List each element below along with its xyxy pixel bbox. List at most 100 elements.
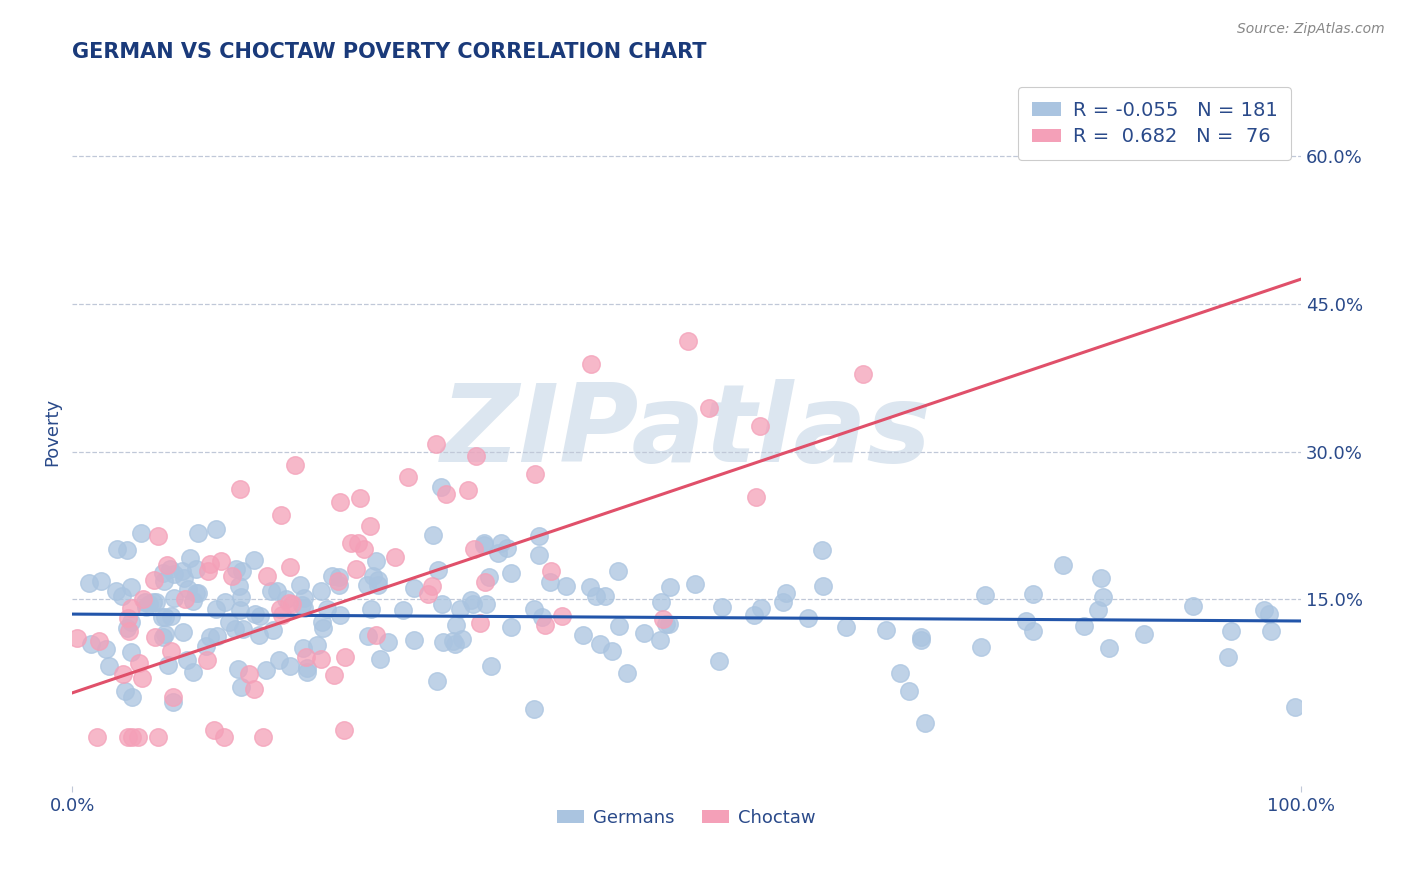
Point [152, 631, 174, 645]
Point [323, 668, 346, 682]
Point [105, 584, 128, 599]
Point [238, 666, 260, 681]
Point [501, 566, 523, 580]
Point [262, 623, 284, 637]
Point [181, 594, 204, 608]
Point [96, 641, 118, 656]
Point [195, 653, 218, 667]
Point [202, 723, 225, 737]
Point [115, 542, 138, 557]
Point [357, 629, 380, 643]
Text: ZIPatlas: ZIPatlas [441, 379, 932, 485]
Point [1284, 700, 1306, 714]
Point [224, 622, 246, 636]
Point [616, 666, 638, 681]
Point [160, 608, 183, 623]
Point [914, 715, 936, 730]
Point [595, 589, 617, 603]
Point [229, 680, 252, 694]
Point [527, 549, 550, 563]
Point [218, 615, 240, 629]
Point [796, 611, 818, 625]
Point [589, 637, 612, 651]
Point [163, 591, 186, 605]
Point [184, 562, 207, 576]
Point [540, 564, 562, 578]
Point [555, 579, 578, 593]
Point [148, 529, 170, 543]
Point [572, 627, 595, 641]
Point [422, 528, 444, 542]
Point [898, 684, 921, 698]
Point [269, 653, 291, 667]
Point [111, 589, 134, 603]
Point [364, 628, 387, 642]
Point [153, 627, 176, 641]
Point [910, 633, 932, 648]
Point [138, 597, 160, 611]
Point [259, 583, 281, 598]
Point [162, 695, 184, 709]
Point [212, 730, 235, 744]
Point [474, 574, 496, 589]
Point [328, 570, 350, 584]
Point [309, 652, 332, 666]
Point [194, 640, 217, 654]
Point [173, 571, 195, 585]
Point [1090, 571, 1112, 585]
Point [775, 585, 797, 599]
Point [523, 602, 546, 616]
Point [271, 607, 294, 622]
Point [290, 578, 312, 592]
Point [170, 564, 193, 578]
Point [159, 644, 181, 658]
Point [472, 536, 495, 550]
Point [278, 596, 301, 610]
Point [1073, 619, 1095, 633]
Point [209, 554, 232, 568]
Point [249, 608, 271, 623]
Point [1258, 607, 1281, 622]
Point [179, 550, 201, 565]
Point [266, 583, 288, 598]
Point [449, 602, 471, 616]
Point [98, 659, 121, 673]
Point [163, 566, 186, 581]
Point [495, 541, 517, 556]
Point [361, 569, 384, 583]
Point [225, 562, 247, 576]
Point [579, 357, 602, 371]
Point [531, 610, 554, 624]
Point [1022, 624, 1045, 639]
Point [364, 554, 387, 568]
Point [346, 535, 368, 549]
Point [232, 622, 254, 636]
Point [333, 723, 356, 737]
Point [229, 482, 252, 496]
Point [292, 591, 315, 606]
Point [835, 620, 858, 634]
Point [384, 549, 406, 564]
Point [120, 580, 142, 594]
Point [422, 579, 444, 593]
Point [749, 601, 772, 615]
Point [205, 629, 228, 643]
Point [360, 602, 382, 616]
Point [281, 597, 304, 611]
Point [120, 615, 142, 629]
Point [228, 579, 250, 593]
Point [120, 601, 142, 615]
Point [159, 561, 181, 575]
Point [418, 587, 440, 601]
Point [340, 536, 363, 550]
Point [291, 598, 314, 612]
Point [367, 573, 389, 587]
Point [429, 480, 451, 494]
Point [1260, 624, 1282, 638]
Point [523, 702, 546, 716]
Point [538, 574, 561, 589]
Point [1132, 627, 1154, 641]
Text: Source: ZipAtlas.com: Source: ZipAtlas.com [1237, 22, 1385, 37]
Point [349, 491, 371, 506]
Point [221, 569, 243, 583]
